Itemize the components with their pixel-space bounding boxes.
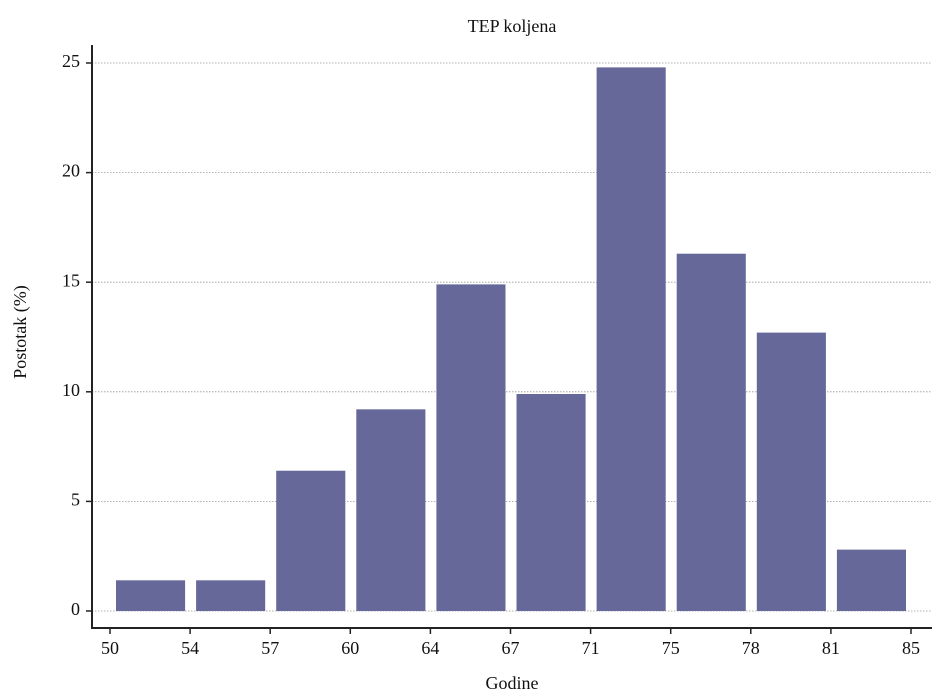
bar [516,393,586,611]
y-tick-label: 5 [71,490,80,510]
chart-title: TEP koljena [468,16,557,36]
x-tick-label: 57 [261,638,279,658]
bar [196,580,266,611]
x-axis-label: Godine [486,673,539,693]
x-tick-label: 54 [181,638,199,658]
x-tick-label: 60 [341,638,359,658]
bar [676,253,746,612]
bar [596,67,666,611]
x-tick-label: 64 [421,638,439,658]
x-tick-label: 85 [902,638,920,658]
bar [356,409,426,611]
y-tick-label: 10 [62,380,80,400]
x-tick-label: 71 [582,638,600,658]
y-axis-label: Postotak (%) [10,285,31,379]
x-tick-label: 75 [662,638,680,658]
y-tick-label: 25 [62,51,80,71]
x-tick-label: 81 [822,638,840,658]
bar [836,549,906,611]
y-tick-label: 20 [62,161,80,181]
x-tick-label: 50 [101,638,119,658]
x-tick-label: 67 [502,638,520,658]
x-tick-label: 78 [742,638,760,658]
y-tick-label: 15 [62,270,80,290]
bar [756,332,826,611]
bar [116,580,186,611]
y-tick-label: 0 [71,599,80,619]
bar [436,284,506,611]
bar [276,470,346,611]
